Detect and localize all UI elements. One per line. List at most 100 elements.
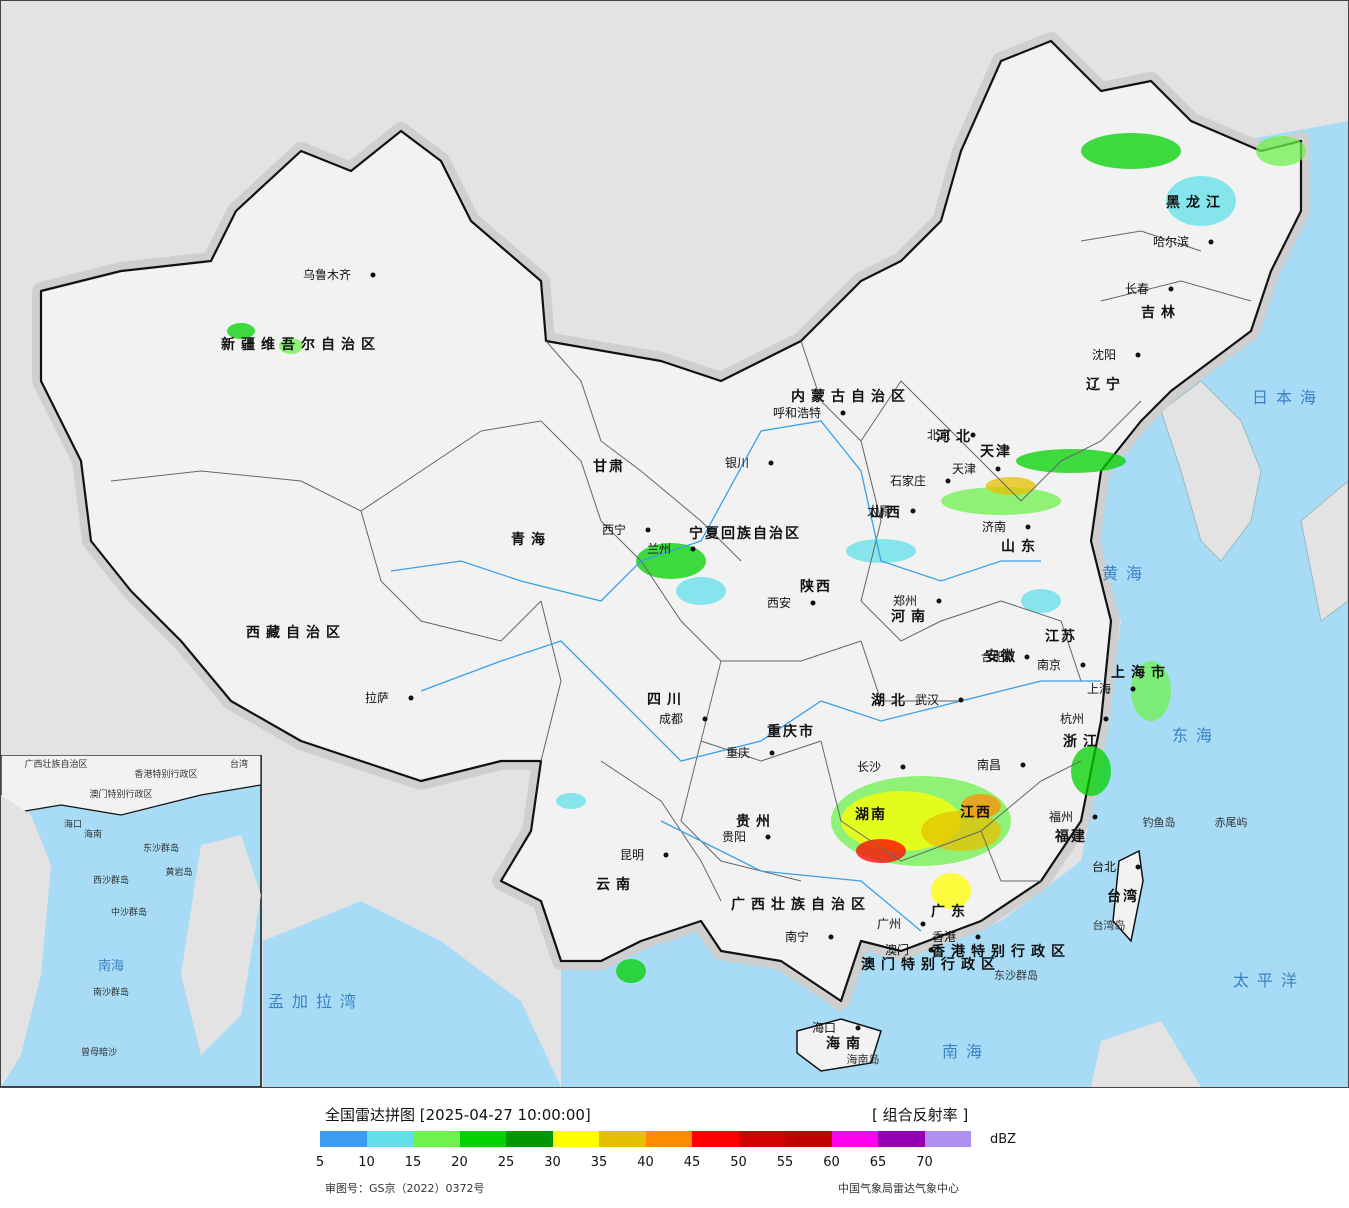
city-dot xyxy=(900,764,906,770)
city-label: 兰州 xyxy=(647,542,671,556)
inset-label: 台湾 xyxy=(230,758,248,770)
radar-echo xyxy=(636,543,706,579)
region-label: 安徽 xyxy=(985,648,1017,665)
radar-echo xyxy=(279,338,303,354)
city-label: 香港 xyxy=(932,930,956,944)
city-label: 郑州 xyxy=(893,593,917,608)
city-dot xyxy=(958,697,964,703)
tick-label: 55 xyxy=(776,1155,794,1170)
city-dot xyxy=(970,432,976,438)
city-dot xyxy=(936,598,942,604)
sea-label: 太平洋 xyxy=(1233,971,1305,990)
city-dot xyxy=(370,272,376,278)
city-label: 南京 xyxy=(1037,657,1061,672)
region-label: 澳门特别行政区 xyxy=(861,956,1001,973)
tick-label: 35 xyxy=(590,1155,608,1170)
inset-label: 曾母暗沙 xyxy=(81,1046,117,1058)
region-label: 江苏 xyxy=(1045,628,1077,645)
radar-echo xyxy=(1071,746,1111,796)
region-label: 台湾 xyxy=(1107,888,1139,905)
region-label: 湖南 xyxy=(855,806,887,823)
city-label: 银川 xyxy=(725,456,749,470)
region-label: 贵州 xyxy=(736,813,776,830)
region-label: 河南 xyxy=(891,608,931,625)
radar-echo xyxy=(856,839,906,863)
scale-swatch-20 xyxy=(459,1131,506,1147)
city-label: 重庆 xyxy=(726,746,750,760)
city-dot xyxy=(995,466,1001,472)
city-dot xyxy=(1020,762,1026,768)
ocean-area xyxy=(561,121,1348,1087)
approval-number: 审图号：GS京（2022）0372号 xyxy=(325,1182,485,1195)
region-label: 黑龙江 xyxy=(1166,194,1226,211)
city-dot xyxy=(702,716,708,722)
city-label: 乌鲁木齐 xyxy=(303,267,351,282)
city-label: 海口 xyxy=(812,1020,836,1035)
city-dot xyxy=(1024,654,1030,660)
region-label: 福建 xyxy=(1054,828,1087,845)
city-label: 成都 xyxy=(659,712,683,726)
region-label: 广西壮族自治区 xyxy=(731,896,871,913)
city-label: 沈阳 xyxy=(1092,347,1116,362)
region-label: 浙江 xyxy=(1063,733,1103,750)
unit-label: dBZ xyxy=(990,1132,1017,1147)
scale-swatch-5 xyxy=(320,1131,367,1147)
tick-label: 50 xyxy=(730,1155,747,1170)
sea-label: 黄海 xyxy=(1102,564,1150,583)
city-dot xyxy=(663,852,669,858)
radar-echo xyxy=(931,873,971,909)
city-label: 济南 xyxy=(982,519,1006,534)
city-dot xyxy=(975,934,981,940)
city-dot xyxy=(768,460,774,466)
city-label: 广州 xyxy=(877,917,901,931)
radar-echo xyxy=(227,323,255,339)
region-label: 重庆市 xyxy=(767,723,815,740)
city-label: 福州 xyxy=(1049,809,1073,824)
product-label: [ 组合反射率 ] xyxy=(872,1106,969,1124)
city-dot xyxy=(840,410,846,416)
city-dot xyxy=(1080,662,1086,668)
tick-label: 25 xyxy=(497,1155,515,1170)
philippines-land xyxy=(1091,1021,1201,1087)
region-label: 青海 xyxy=(511,531,551,548)
radar-echo xyxy=(941,487,1061,515)
scale-swatch-70 xyxy=(924,1131,971,1147)
tick-label: 45 xyxy=(683,1155,701,1170)
sea-label: 日本海 xyxy=(1252,388,1324,407)
city-label: 拉萨 xyxy=(365,690,389,705)
region-label: 新疆维吾尔自治区 xyxy=(221,336,381,353)
city-dot xyxy=(645,527,651,533)
island-label: 赤尾屿 xyxy=(1215,816,1248,829)
city-label: 呼和浩特 xyxy=(773,405,821,420)
city-label: 长春 xyxy=(1125,282,1149,296)
scale-swatch-40 xyxy=(645,1131,692,1147)
scale-swatch-30 xyxy=(552,1131,599,1147)
region-label: 陕西 xyxy=(800,578,832,595)
radar-echo xyxy=(616,959,646,983)
radar-echo xyxy=(986,477,1036,495)
region-label: 山东 xyxy=(1001,538,1041,555)
city-dot xyxy=(1135,864,1141,870)
region-label: 天津 xyxy=(980,443,1012,460)
city-dot xyxy=(1103,716,1109,722)
inset-label: 东沙群岛 xyxy=(143,842,179,854)
city-label: 上海 xyxy=(1087,681,1111,696)
inset-label: 黄岩岛 xyxy=(165,866,192,878)
radar-echo xyxy=(921,811,1001,851)
region-label: 海南 xyxy=(826,1035,866,1052)
scale-swatch-10 xyxy=(366,1131,413,1147)
inset-label: 中沙群岛 xyxy=(111,906,147,918)
city-label: 哈尔滨 xyxy=(1153,234,1189,249)
sea-label: 东海 xyxy=(1172,726,1220,745)
city-dot xyxy=(408,695,414,701)
city-dot xyxy=(945,478,951,484)
inset-label: 澳门特别行政区 xyxy=(89,788,152,800)
scale-swatch-65 xyxy=(878,1131,925,1147)
city-label: 北京 xyxy=(927,428,951,442)
japan-land xyxy=(1300,480,1348,622)
radar-echo xyxy=(1081,133,1181,169)
hainan-island xyxy=(796,1018,882,1072)
inset-label: 南海 xyxy=(98,958,124,974)
tick-label: 40 xyxy=(637,1155,654,1170)
radar-echo xyxy=(676,577,726,605)
